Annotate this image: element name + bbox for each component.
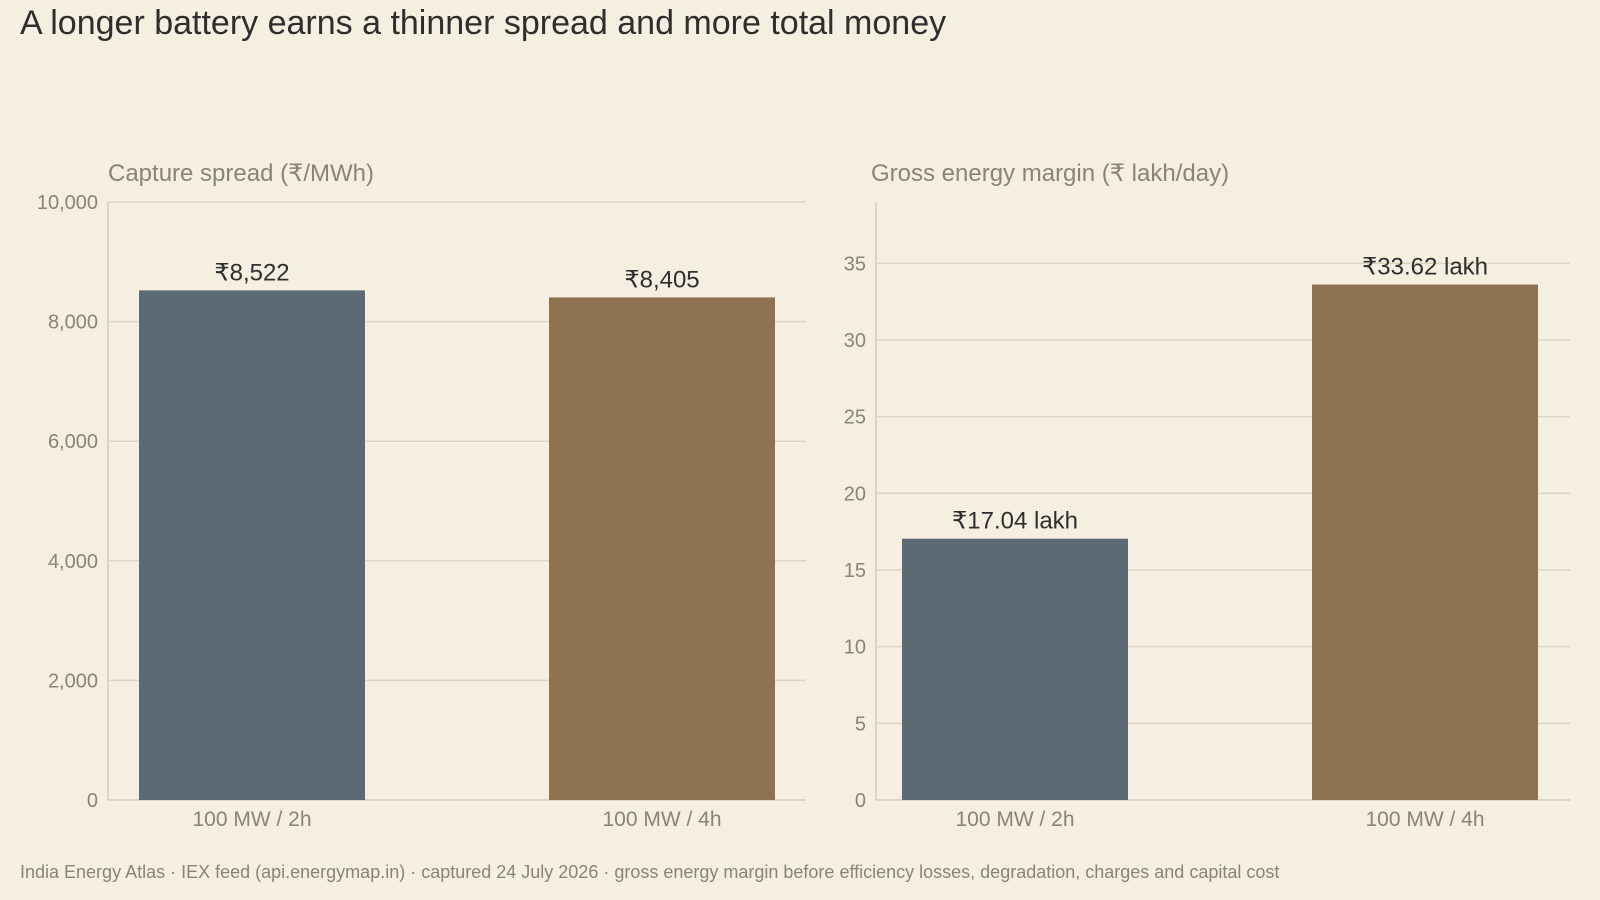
y-tick-label: 20 bbox=[844, 483, 866, 505]
y-tick-label: 4,000 bbox=[48, 551, 98, 573]
y-tick-label: 0 bbox=[855, 790, 866, 812]
bar bbox=[139, 290, 365, 800]
y-tick-label: 25 bbox=[844, 407, 866, 429]
bar-value-label: ₹8,405 bbox=[624, 266, 699, 293]
panel-gross-margin: Gross energy margin (₹ lakh/day) 0 5 10 15 20… bbox=[844, 160, 1570, 831]
bar bbox=[549, 297, 775, 800]
chart-title: A longer battery earns a thinner spread … bbox=[20, 4, 947, 42]
y-tick-label: 8,000 bbox=[48, 312, 98, 334]
panel-title: Capture spread (₹/MWh) bbox=[108, 160, 374, 187]
bar-value-label: ₹33.62 lakh bbox=[1362, 253, 1488, 280]
x-category-label: 100 MW / 2h bbox=[192, 808, 311, 831]
y-tick-label: 10,000 bbox=[37, 192, 98, 214]
x-category-label: 100 MW / 4h bbox=[602, 808, 721, 831]
y-tick-label: 10 bbox=[844, 637, 866, 659]
y-tick-label: 15 bbox=[844, 560, 866, 582]
panel-capture-spread: Capture spread (₹/MWh) 0 2,000 4,000 6,000 8,… bbox=[37, 160, 806, 831]
bar bbox=[1312, 284, 1538, 800]
x-category-label: 100 MW / 2h bbox=[955, 808, 1074, 831]
panel-title: Gross energy margin (₹ lakh/day) bbox=[871, 160, 1229, 187]
bar bbox=[902, 538, 1128, 800]
y-tick-label: 6,000 bbox=[48, 431, 98, 453]
y-tick-label: 35 bbox=[844, 253, 866, 275]
y-tick-label: 5 bbox=[855, 713, 866, 735]
y-tick-label: 0 bbox=[87, 790, 98, 812]
bar-value-label: ₹17.04 lakh bbox=[952, 508, 1078, 535]
source-note: India Energy Atlas · IEX feed (api.energ… bbox=[20, 862, 1280, 882]
y-tick-label: 30 bbox=[844, 330, 866, 352]
y-tick-label: 2,000 bbox=[48, 670, 98, 692]
x-category-label: 100 MW / 4h bbox=[1365, 808, 1484, 831]
bar-value-label: ₹8,522 bbox=[214, 259, 289, 286]
